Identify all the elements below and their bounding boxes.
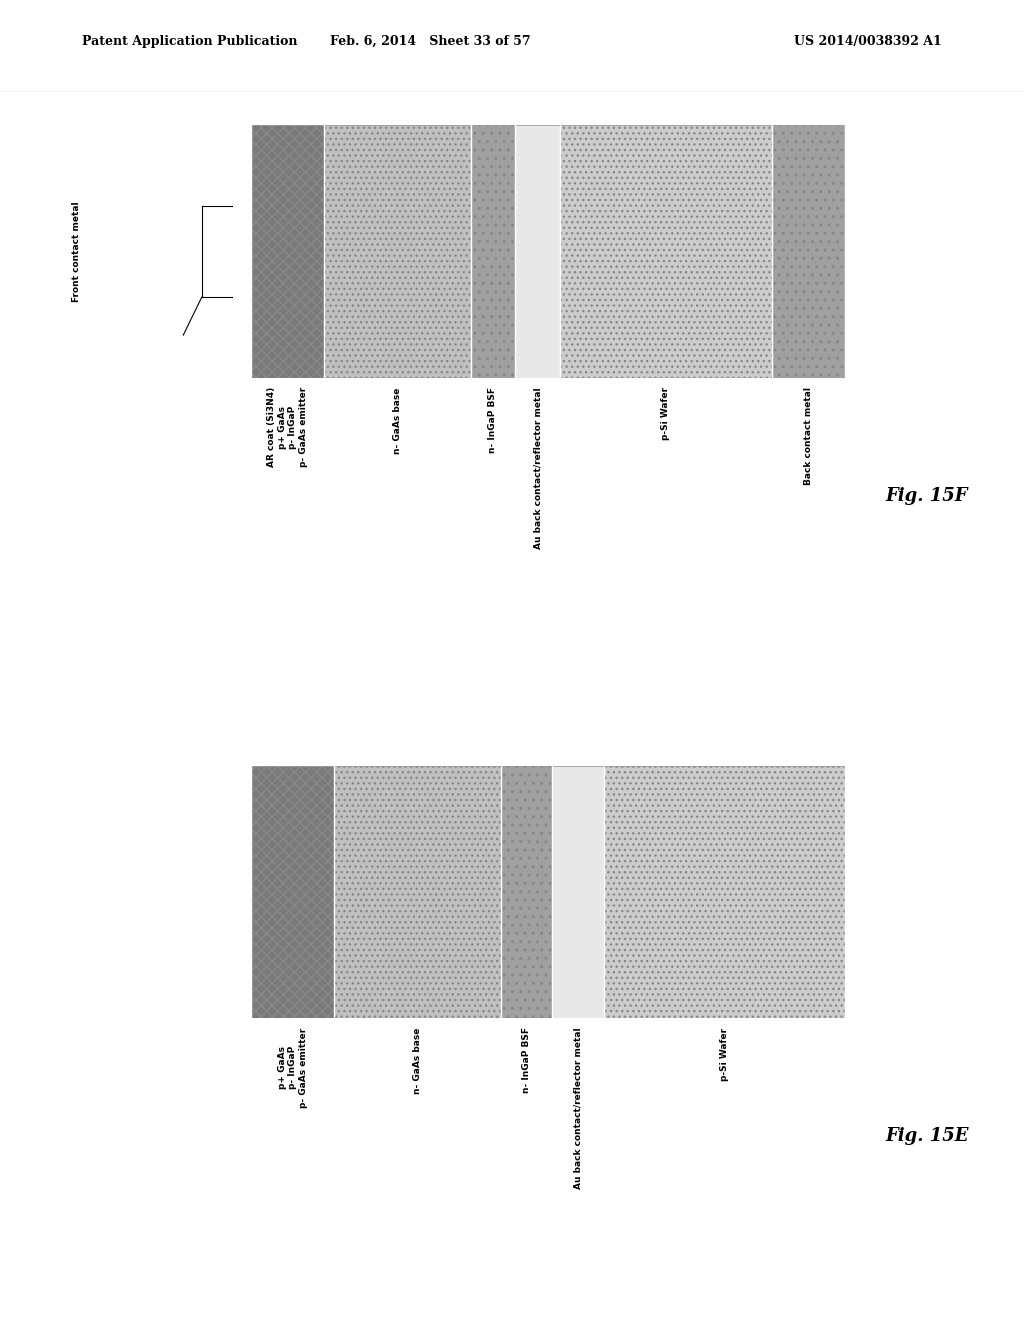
Text: Fig. 15F: Fig. 15F bbox=[886, 487, 969, 504]
Text: p+ GaAs
p- InGaP
p- GaAs emitter: p+ GaAs p- InGaP p- GaAs emitter bbox=[278, 1027, 307, 1107]
Bar bbox=[560, 125, 771, 378]
Text: p-Si Wafer: p-Si Wafer bbox=[662, 387, 671, 441]
Text: Front contact metal: Front contact metal bbox=[73, 202, 81, 302]
Text: US 2014/0038392 A1: US 2014/0038392 A1 bbox=[795, 36, 942, 48]
Text: AR coat (Si3N4)
p+ GaAs
p- InGaP
p- GaAs emitter: AR coat (Si3N4) p+ GaAs p- InGaP p- GaAs… bbox=[267, 387, 307, 467]
Bar bbox=[553, 766, 603, 1018]
Text: p-Si Wafer: p-Si Wafer bbox=[720, 1027, 729, 1081]
Text: Fig. 15E: Fig. 15E bbox=[886, 1127, 970, 1144]
Text: Back contact metal: Back contact metal bbox=[804, 387, 813, 486]
Text: Au back contact/reflector metal: Au back contact/reflector metal bbox=[573, 1027, 583, 1189]
Bar bbox=[325, 125, 471, 378]
Bar bbox=[603, 766, 845, 1018]
Bar bbox=[251, 766, 335, 1018]
Text: Au back contact/reflector metal: Au back contact/reflector metal bbox=[534, 387, 542, 549]
Text: n- InGaP BSF: n- InGaP BSF bbox=[522, 1027, 531, 1093]
Bar bbox=[335, 766, 502, 1018]
Bar bbox=[471, 125, 515, 378]
Text: Feb. 6, 2014   Sheet 33 of 57: Feb. 6, 2014 Sheet 33 of 57 bbox=[330, 36, 530, 48]
Bar bbox=[502, 766, 553, 1018]
Bar bbox=[251, 125, 325, 378]
Bar bbox=[515, 125, 560, 378]
Text: Patent Application Publication: Patent Application Publication bbox=[82, 36, 297, 48]
Text: n- InGaP BSF: n- InGaP BSF bbox=[488, 387, 498, 453]
Text: n- GaAs base: n- GaAs base bbox=[414, 1027, 423, 1094]
Bar bbox=[771, 125, 845, 378]
Text: n- GaAs base: n- GaAs base bbox=[393, 387, 401, 454]
